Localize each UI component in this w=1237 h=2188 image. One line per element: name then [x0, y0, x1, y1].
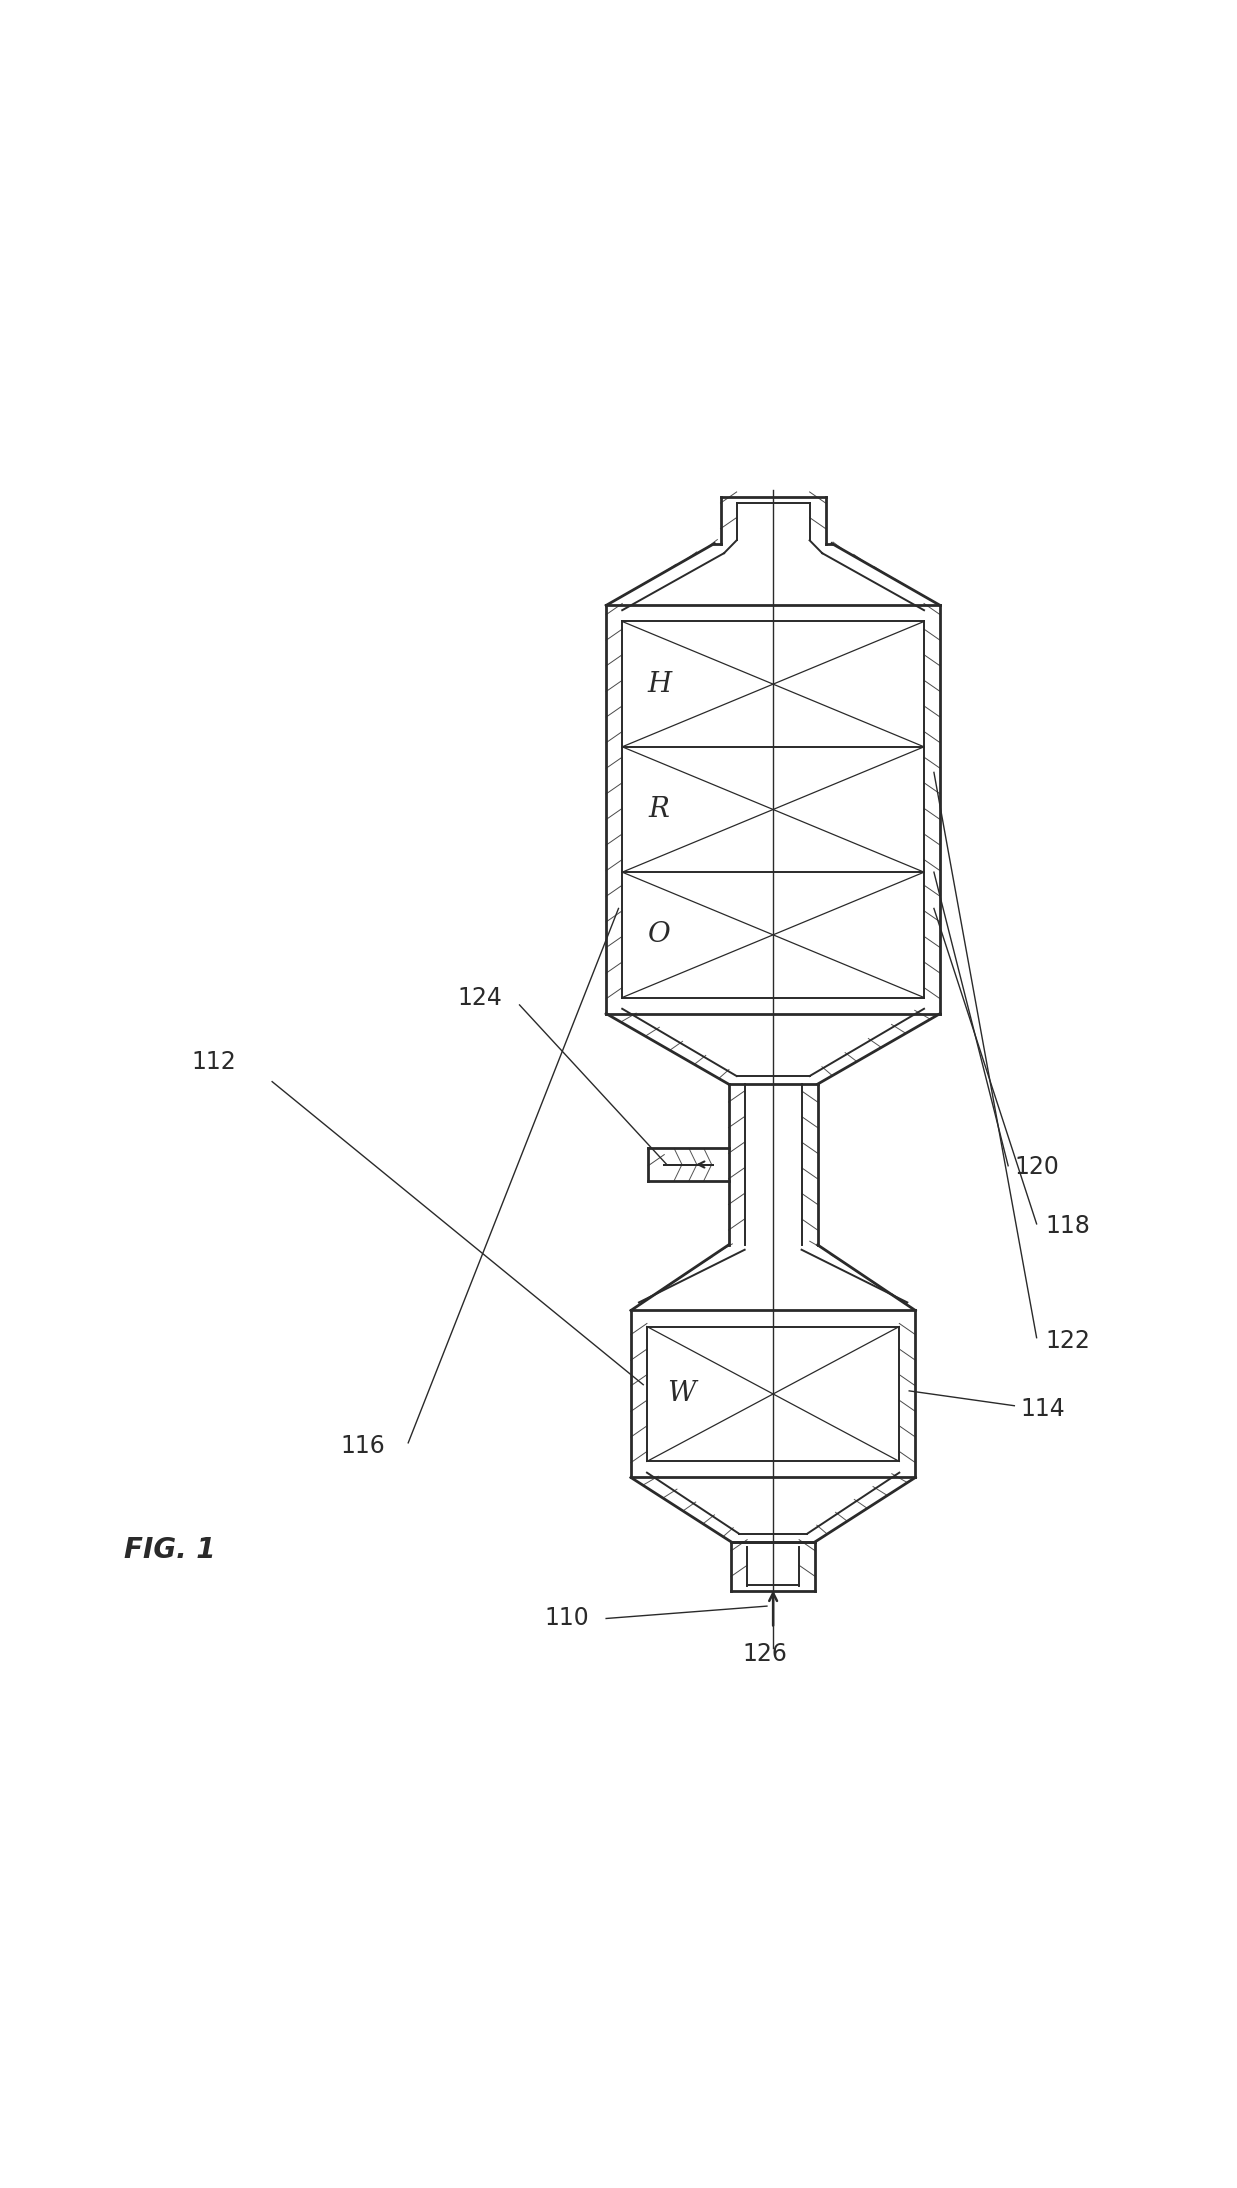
Text: 122: 122 — [1045, 1328, 1090, 1352]
Text: 110: 110 — [544, 1606, 589, 1630]
Text: FIG. 1: FIG. 1 — [124, 1536, 215, 1564]
Text: W: W — [667, 1381, 696, 1407]
Text: 120: 120 — [1014, 1155, 1059, 1179]
Text: 112: 112 — [192, 1050, 236, 1074]
Text: 116: 116 — [340, 1433, 385, 1457]
Text: 118: 118 — [1045, 1214, 1090, 1238]
Text: 124: 124 — [458, 987, 502, 1011]
Text: R: R — [649, 796, 669, 823]
Text: H: H — [647, 672, 672, 698]
Text: 114: 114 — [1021, 1396, 1065, 1420]
Text: 126: 126 — [742, 1641, 787, 1665]
Text: O: O — [648, 921, 670, 947]
